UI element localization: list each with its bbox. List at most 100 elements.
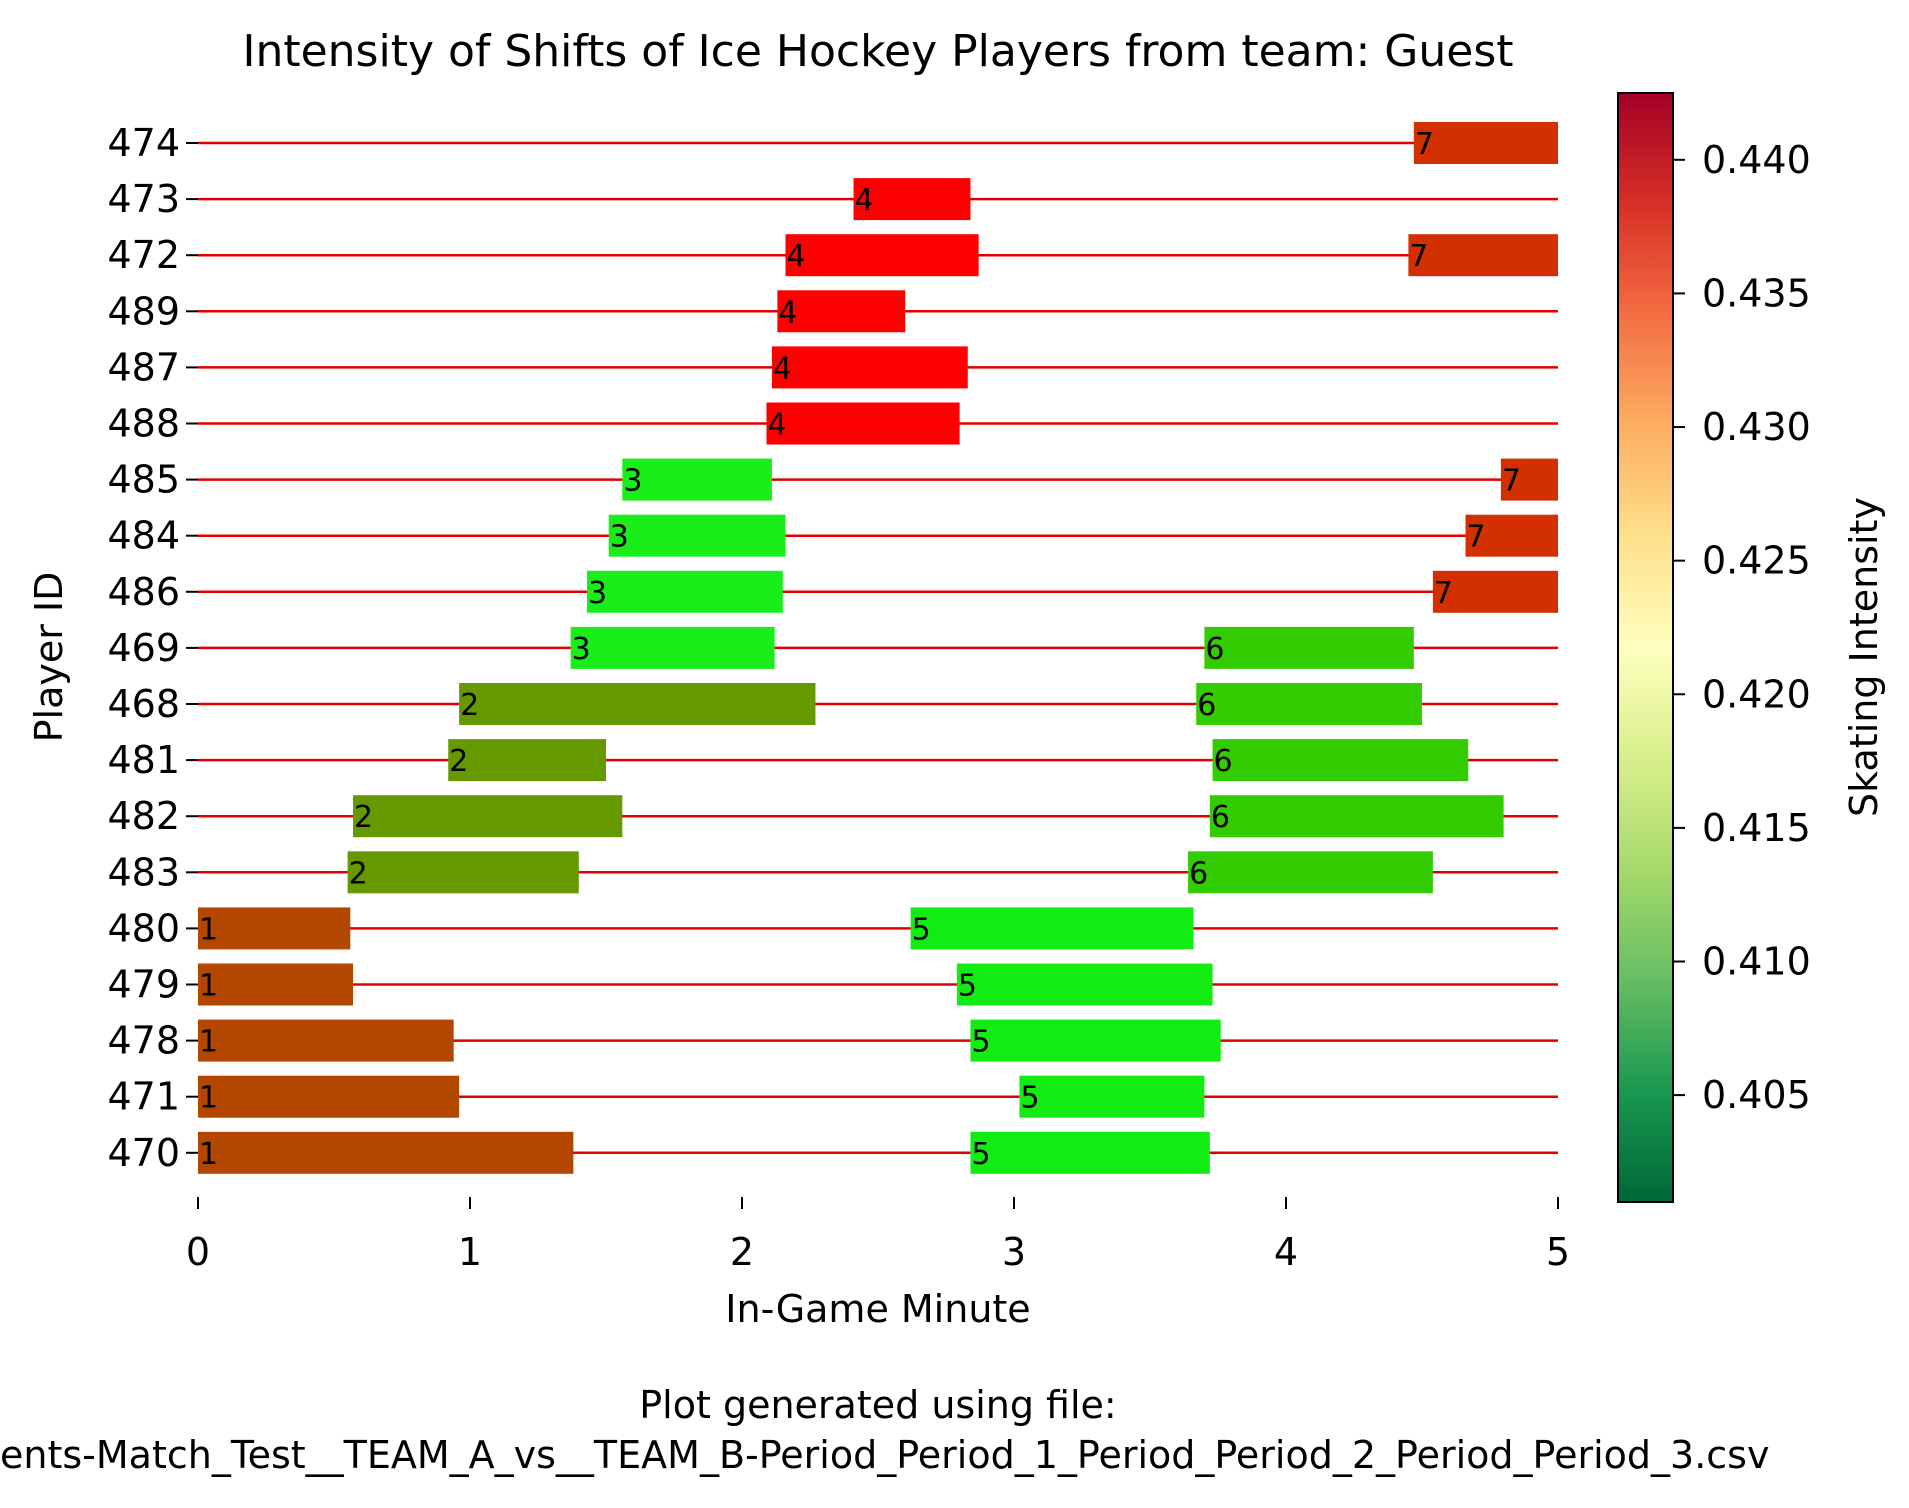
shift-bar: [910, 907, 1194, 950]
colorbar-tick-label: 0.440: [1702, 138, 1811, 182]
colorbar-tick-label: 0.415: [1702, 806, 1811, 850]
shift-label: 6: [1211, 800, 1230, 835]
shift-bar: [198, 1131, 574, 1174]
colorbar-tick-label: 0.420: [1702, 672, 1811, 716]
shift-label: 3: [610, 520, 629, 555]
y-tick-label: 471: [107, 1075, 180, 1119]
y-tick-label: 480: [107, 906, 180, 950]
shift-label: 2: [349, 856, 368, 891]
shift-bar: [853, 178, 971, 221]
shift-bar: [1500, 458, 1558, 501]
y-axis-label: Player ID: [27, 572, 71, 743]
colorbar-gradient: [1617, 92, 1674, 1203]
colorbar-tick-label: 0.425: [1702, 539, 1811, 583]
colorbar-tick-label: 0.410: [1702, 939, 1811, 983]
y-tick-label: 487: [107, 345, 180, 389]
shift-bar: [1204, 626, 1414, 669]
shift-label: 7: [1502, 464, 1521, 499]
y-tick-label: 485: [107, 458, 180, 502]
shift-bar: [198, 963, 354, 1006]
shift-label: 5: [912, 912, 931, 947]
shift-bar: [777, 290, 906, 333]
shift-bar: [1465, 514, 1558, 557]
x-tick-label: 0: [186, 1230, 210, 1274]
shift-label: 4: [855, 183, 874, 218]
shift-label: 3: [572, 632, 591, 667]
shift-bar: [198, 907, 351, 950]
shift-label: 1: [199, 1137, 218, 1172]
shift-label: 6: [1214, 744, 1233, 779]
shift-bar: [771, 346, 968, 389]
footer-line-1: Plot generated using file:: [639, 1383, 1116, 1427]
shift-bar: [570, 626, 775, 669]
shift-bar: [1212, 739, 1469, 782]
shift-bar: [459, 683, 816, 725]
shift-bar: [1196, 683, 1422, 725]
shift-bar: [1019, 1075, 1205, 1118]
y-tick-label: 474: [107, 121, 180, 165]
x-tick-label: 1: [458, 1230, 482, 1274]
y-tick-label: 479: [107, 963, 180, 1007]
shift-bar: [970, 1131, 1210, 1174]
shift-bar: [608, 514, 786, 557]
shift-label: 3: [623, 464, 642, 499]
shift-label: 6: [1189, 856, 1208, 891]
x-tick-label: 5: [1546, 1230, 1570, 1274]
y-tick-label: 483: [107, 850, 180, 894]
y-tick-label: 481: [107, 738, 180, 782]
colorbar-label: Skating Intensity: [1842, 497, 1886, 817]
shift-label: 4: [787, 239, 806, 274]
shift-label: 7: [1434, 576, 1453, 611]
shift-label: 1: [199, 912, 218, 947]
y-tick-label: 484: [107, 514, 180, 558]
colorbar-tick-label: 0.430: [1702, 405, 1811, 449]
shift-bar: [956, 963, 1213, 1006]
x-tick-label: 4: [1274, 1230, 1298, 1274]
footer-line-2: ents-Match_Test__TEAM_A_vs__TEAM_B-Perio…: [0, 1433, 1769, 1477]
shift-label: 1: [199, 969, 218, 1004]
shift-bar: [785, 234, 979, 277]
y-tick-label: 478: [107, 1019, 180, 1063]
x-axis-label: In-Game Minute: [725, 1287, 1030, 1331]
shift-label: 2: [449, 744, 468, 779]
shift-label: 1: [199, 1081, 218, 1116]
x-axis: 0 1 2 3 4 5: [186, 1197, 1570, 1274]
shift-label: 3: [588, 576, 607, 611]
shift-bar: [347, 851, 579, 894]
colorbar-ticks: 0.405 0.410 0.415 0.420 0.425 0.430 0.435 0.440: [1673, 138, 1811, 1117]
shift-label: 5: [971, 1025, 990, 1060]
y-tick-label: 468: [107, 682, 180, 726]
shift-label: 7: [1409, 239, 1428, 274]
colorbar-tick-label: 0.435: [1702, 271, 1811, 315]
y-axis: 474 473 472 489 487 488 485 484 486 469 468 481 482 4…: [107, 121, 198, 1175]
shift-label: 4: [778, 295, 797, 330]
shift-label: 2: [460, 688, 479, 723]
shift-bar: [448, 739, 606, 782]
shift-label: 1: [199, 1025, 218, 1060]
shift-bar: [970, 1019, 1221, 1062]
y-tick-label: 469: [107, 626, 180, 670]
y-tick-label: 489: [107, 289, 180, 333]
shift-bar: [1188, 851, 1433, 894]
x-tick-label: 3: [1002, 1230, 1026, 1274]
colorbar-tick-label: 0.405: [1702, 1073, 1811, 1117]
shift-label: 2: [354, 800, 373, 835]
y-tick-label: 472: [107, 233, 180, 277]
y-tick-label: 482: [107, 794, 180, 838]
y-tick-label: 473: [107, 177, 180, 221]
shift-bars: 7 4 4 7 4 4 4 3 7 3 7 3 7 3 6 2 6 2 6 2 6 2 6 1 5 1 5 1 5 1 5 1 5: [198, 122, 1558, 1174]
shift-bar: [766, 402, 960, 445]
shift-bar: [586, 570, 783, 613]
x-tick-label: 2: [730, 1230, 754, 1274]
shift-bar: [353, 795, 623, 838]
shift-bar: [198, 1019, 454, 1062]
shift-label: 5: [971, 1137, 990, 1172]
shift-label: 5: [1020, 1081, 1039, 1116]
shift-label: 6: [1205, 632, 1224, 667]
shift-bar: [1408, 234, 1558, 277]
y-tick-label: 470: [107, 1131, 180, 1175]
shift-label: 7: [1467, 520, 1486, 555]
shift-bar: [198, 1075, 460, 1118]
y-tick-label: 486: [107, 570, 180, 614]
